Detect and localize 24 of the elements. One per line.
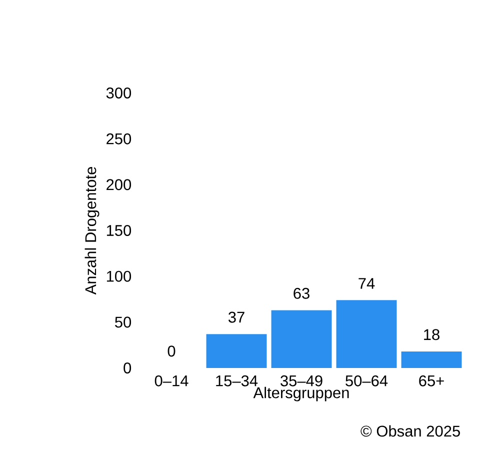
x-tick-label: 0–14 (154, 375, 188, 386)
x-tick-label: 35–49 (280, 375, 322, 386)
y-axis-title: Anzahl Drogentote (84, 167, 100, 295)
x-tick-label: 15–34 (216, 375, 258, 386)
y-tick-label: 250 (106, 133, 132, 144)
x-axis-title: Altersgruppen (253, 386, 349, 402)
bar (271, 310, 332, 368)
y-tick-label: 100 (106, 270, 132, 282)
data-label: 37 (228, 312, 244, 323)
y-tick-label: 200 (106, 179, 132, 190)
data-label: 63 (294, 288, 310, 299)
y-tick-label: 0 (124, 362, 132, 374)
data-label: 0 (168, 346, 176, 357)
bar (206, 334, 267, 368)
x-tick-label: 50–64 (346, 375, 388, 386)
bar (336, 300, 397, 368)
text: © Obsan 2025 (360, 425, 460, 437)
data-label: 18 (424, 329, 440, 340)
bar (401, 351, 462, 368)
data-label: 74 (358, 278, 375, 289)
x-tick-label: 65+ (419, 375, 444, 386)
y-tick-label: 300 (106, 87, 132, 98)
y-tick-label: 150 (106, 224, 132, 236)
y-tick-label: 50 (115, 316, 132, 328)
